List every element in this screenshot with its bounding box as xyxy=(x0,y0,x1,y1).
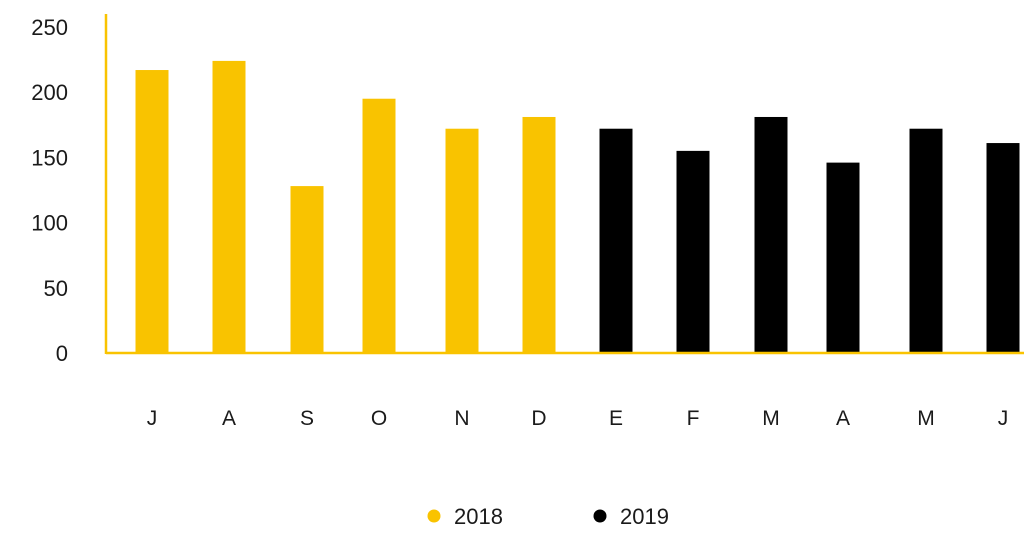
x-tick-label: J xyxy=(998,407,1009,430)
bar-2018-2 xyxy=(290,186,324,353)
y-tick-label: 250 xyxy=(31,15,68,40)
legend-marker-2018 xyxy=(427,509,441,523)
x-tick-label: N xyxy=(454,407,469,430)
legend-label-2018: 2018 xyxy=(454,504,503,529)
bar-2018-5 xyxy=(522,116,556,353)
bar-2019-9 xyxy=(826,162,860,353)
legend: 2018 2019 xyxy=(427,504,669,529)
bars-group xyxy=(135,60,1020,354)
bar-2019-6 xyxy=(599,128,633,353)
bar-2019-7 xyxy=(676,150,710,353)
bar-2019-11 xyxy=(986,143,1020,353)
x-tick-label: M xyxy=(917,407,935,430)
x-tick-label: M xyxy=(762,407,780,430)
bar-2018-4 xyxy=(445,128,479,353)
bar-2019-10 xyxy=(909,128,943,353)
x-tick-label: O xyxy=(371,407,387,430)
x-tick-label: E xyxy=(609,407,623,430)
legend-label-2019: 2019 xyxy=(620,504,669,529)
bar-2018-1 xyxy=(212,60,246,354)
y-tick-label: 100 xyxy=(31,211,68,236)
x-tick-label: S xyxy=(300,407,314,430)
bar-2018-3 xyxy=(362,98,396,353)
legend-marker-2019 xyxy=(593,509,607,523)
y-tick-label: 0 xyxy=(56,341,68,366)
x-tick-label: F xyxy=(687,407,700,430)
x-tick-label: J xyxy=(147,407,158,430)
bar-2018-0 xyxy=(135,70,169,354)
y-tick-label: 50 xyxy=(44,276,68,301)
x-tick-label: A xyxy=(836,407,850,430)
bar-2019-8 xyxy=(754,116,788,353)
axes xyxy=(104,14,1024,355)
y-tick-label: 150 xyxy=(31,145,68,170)
x-tick-label: D xyxy=(531,407,546,430)
y-axis-tick-labels: 0 50 100 150 200 250 xyxy=(31,15,68,366)
x-tick-label: A xyxy=(222,407,236,430)
y-tick-label: 200 xyxy=(31,80,68,105)
